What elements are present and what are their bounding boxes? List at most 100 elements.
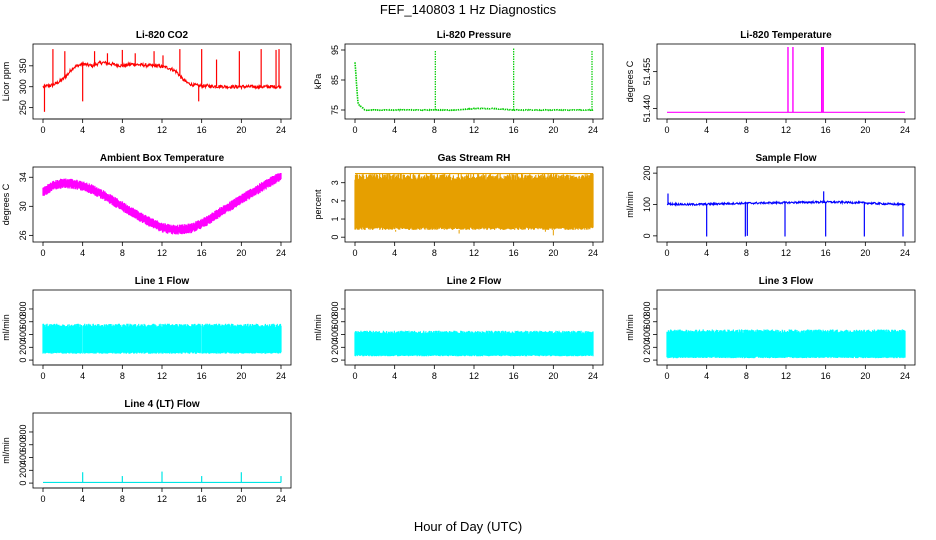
x-tick-label: 16	[509, 371, 519, 381]
y-tick-label: 800	[18, 301, 28, 316]
x-tick-label: 4	[80, 494, 85, 504]
x-tick-label: 12	[469, 371, 479, 381]
y-tick-label: 3	[330, 180, 340, 185]
y-tick-label: 51.440	[642, 95, 652, 123]
x-tick-label: 8	[744, 371, 749, 381]
x-tick-label: 20	[236, 371, 246, 381]
y-tick-label: 85	[330, 75, 340, 85]
x-tick-label: 20	[860, 248, 870, 258]
y-tick-label: 95	[330, 45, 340, 55]
x-tick-label: 24	[276, 494, 286, 504]
y-tick-label: 400	[18, 450, 28, 465]
x-tick-label: 20	[548, 125, 558, 135]
y-tick-label: 300	[18, 79, 28, 94]
y-tick-label: 200	[18, 463, 28, 478]
x-tick-label: 0	[352, 248, 357, 258]
panel-line-1-flow: Line 1 Flow ml/min 0 4 8 12 16 20 24 0 20040060080…	[1, 276, 292, 381]
x-tick-label: 24	[276, 371, 286, 381]
plot-area	[354, 48, 594, 112]
x-tick-label: 12	[781, 125, 791, 135]
series-band	[666, 329, 906, 359]
panel-title: Line 3 Flow	[759, 276, 814, 287]
x-tick-label: 8	[744, 248, 749, 258]
panel-title: Li-820 Pressure	[437, 30, 512, 41]
x-tick-label: 0	[40, 494, 45, 504]
series-band	[42, 323, 282, 354]
x-tick-label: 20	[860, 125, 870, 135]
x-tick-label: 16	[197, 371, 207, 381]
panel-li820-temperature: Li-820 Temperature degrees C 0 4 8 12 16 20 24 51…	[625, 30, 916, 135]
y-tick-label: 0	[642, 233, 652, 238]
y-tick-label: 800	[642, 301, 652, 316]
y-axis-label: ml/min	[625, 314, 635, 341]
plot-area	[354, 173, 594, 236]
panel-line-2-flow: Line 2 Flow ml/min 0 4 8 12 16 20 24 0 20040060080…	[313, 276, 604, 381]
figure-x-axis-label: Hour of Day (UTC)	[414, 519, 522, 534]
series-line-0	[42, 60, 282, 91]
plot-frame	[32, 43, 292, 120]
panel-title: Line 1 Flow	[135, 276, 190, 287]
x-tick-label: 24	[900, 371, 910, 381]
x-tick-label: 24	[276, 248, 286, 258]
x-tick-label: 20	[548, 248, 558, 258]
x-tick-label: 0	[664, 371, 669, 381]
x-tick-label: 12	[157, 371, 167, 381]
series-line-0	[42, 175, 282, 231]
panel-sample-flow: Sample Flow ml/min 0 4 8 12 16 20 24 0 100 200	[625, 153, 916, 258]
x-tick-label: 16	[197, 248, 207, 258]
x-tick-label: 20	[236, 248, 246, 258]
y-axis-label: ml/min	[1, 314, 11, 341]
panel-ambient-box-temperature: Ambient Box Temperature degrees C 0 4 8 12 16 2…	[1, 153, 292, 258]
panel-title: Sample Flow	[755, 153, 816, 164]
plot-area	[42, 173, 282, 235]
x-tick-label: 0	[664, 125, 669, 135]
x-tick-label: 0	[40, 371, 45, 381]
y-axis-label: degrees C	[1, 183, 11, 225]
figure-title: FEF_140803 1 Hz Diagnostics	[380, 2, 557, 17]
panel-li820-pressure: Li-820 Pressure kPa 0 4 8 12 16 20 24 75 85 95	[313, 30, 604, 135]
x-tick-label: 0	[40, 125, 45, 135]
x-tick-label: 20	[548, 371, 558, 381]
plot-area	[666, 191, 906, 237]
x-tick-label: 16	[197, 125, 207, 135]
x-tick-label: 16	[509, 125, 519, 135]
y-tick-label: 75	[330, 105, 340, 115]
x-tick-label: 4	[392, 371, 397, 381]
x-tick-label: 16	[509, 248, 519, 258]
x-tick-label: 12	[781, 371, 791, 381]
x-tick-label: 4	[704, 125, 709, 135]
x-tick-label: 20	[236, 494, 246, 504]
x-tick-label: 8	[432, 248, 437, 258]
x-tick-label: 16	[821, 248, 831, 258]
x-tick-label: 4	[80, 125, 85, 135]
y-axis-label: kPa	[313, 74, 323, 90]
x-tick-label: 24	[900, 248, 910, 258]
y-tick-label: 51.455	[642, 58, 652, 86]
x-tick-label: 4	[80, 248, 85, 258]
x-tick-label: 0	[40, 248, 45, 258]
x-tick-label: 24	[588, 125, 598, 135]
x-tick-label: 12	[157, 494, 167, 504]
y-tick-label: 600	[642, 314, 652, 329]
y-tick-label: 1	[330, 217, 340, 222]
y-axis-label: ml/min	[625, 191, 635, 218]
series-band	[354, 173, 594, 230]
y-tick-label: 400	[330, 327, 340, 342]
panel-line-3-flow: Line 3 Flow ml/min 0 4 8 12 16 20 24 0 20040060080…	[625, 276, 916, 381]
y-tick-label: 2	[330, 198, 340, 203]
y-tick-label: 200	[18, 340, 28, 355]
x-tick-label: 8	[120, 371, 125, 381]
y-axis-label: ml/min	[1, 437, 11, 464]
panel-li820-co2: Li-820 CO2 Licor ppm 0 4 8 12 16 20 24 250 300 350	[1, 30, 292, 135]
panel-title: Line 2 Flow	[447, 276, 502, 287]
x-tick-label: 8	[120, 248, 125, 258]
x-tick-label: 0	[352, 371, 357, 381]
x-tick-label: 24	[588, 371, 598, 381]
x-tick-label: 12	[781, 248, 791, 258]
series-band	[42, 173, 282, 235]
y-tick-label: 600	[330, 314, 340, 329]
y-tick-label: 34	[18, 172, 28, 182]
